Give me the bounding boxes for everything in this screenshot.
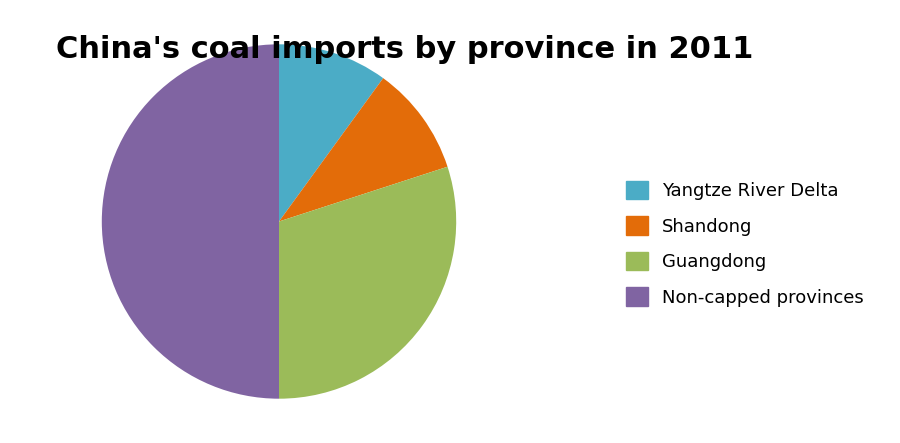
- Wedge shape: [102, 44, 279, 399]
- Text: China's coal imports by province in 2011: China's coal imports by province in 2011: [57, 35, 753, 64]
- Wedge shape: [279, 44, 383, 222]
- Wedge shape: [279, 78, 447, 222]
- Legend: Yangtze River Delta, Shandong, Guangdong, Non-capped provinces: Yangtze River Delta, Shandong, Guangdong…: [617, 171, 873, 316]
- Wedge shape: [279, 167, 456, 399]
